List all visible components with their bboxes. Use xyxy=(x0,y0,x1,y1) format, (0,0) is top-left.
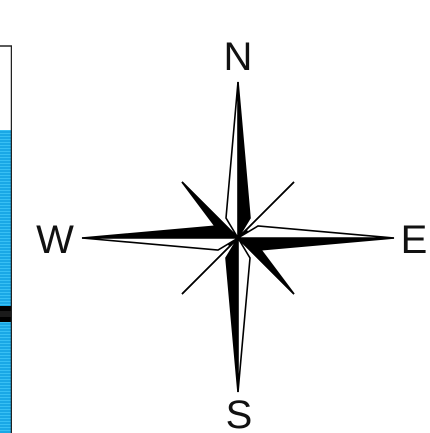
north-point-white xyxy=(225,81,239,241)
water-area xyxy=(0,130,12,433)
south-point-black xyxy=(225,235,239,393)
south-label: S xyxy=(226,393,253,433)
road-line-inner xyxy=(0,311,12,317)
north-label: N xyxy=(224,35,253,79)
east-label: E xyxy=(401,218,428,262)
west-label: W xyxy=(36,218,74,262)
map-fragment xyxy=(0,45,12,433)
east-point-white xyxy=(235,225,395,239)
sw-point-black xyxy=(181,229,247,295)
major-points xyxy=(81,81,395,393)
east-point-black xyxy=(235,237,395,251)
map-paper-area xyxy=(0,46,12,130)
west-point-black xyxy=(81,225,241,239)
north-point-black xyxy=(237,81,251,241)
west-point-white xyxy=(81,237,241,251)
south-point-white xyxy=(237,235,251,393)
